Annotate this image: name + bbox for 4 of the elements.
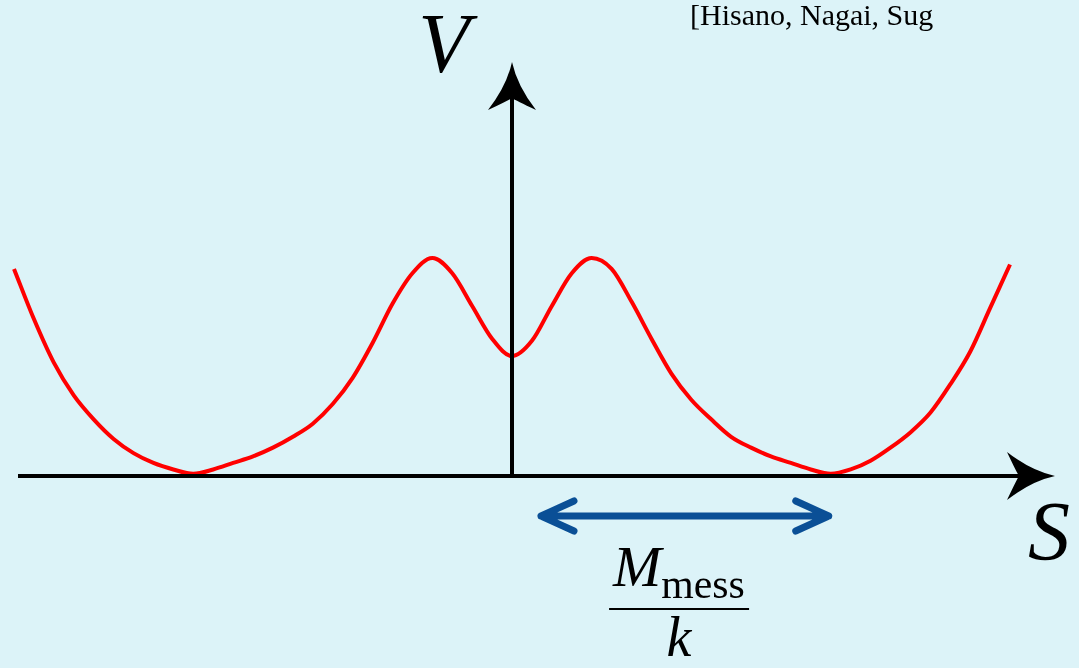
text: M$_{mess}$	[611, 534, 746, 607]
text: k	[666, 606, 692, 668]
x-axis-title: S	[1028, 485, 1070, 578]
text: [Hisano, Nagai, Sug	[690, 0, 934, 31]
